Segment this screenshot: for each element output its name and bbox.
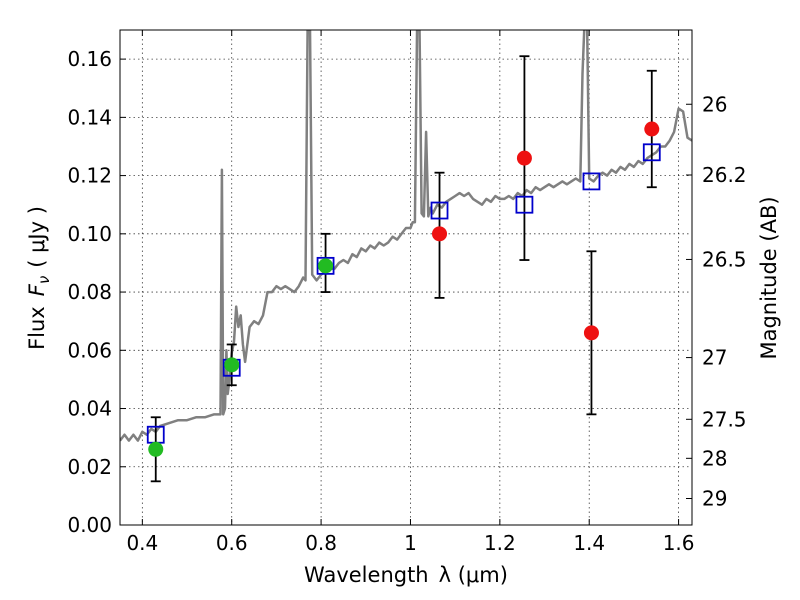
y-tick-label: 0.06 — [67, 338, 112, 362]
y-axis: 0.00 0.02 0.04 0.06 0.08 0.10 0.12 0.14 0.16 — [67, 47, 126, 537]
plot-frame — [119, 29, 693, 526]
x-tick-label: 0.6 — [216, 531, 248, 555]
x-tick-label: 1.6 — [663, 531, 695, 555]
x-axis: 0.4 0.6 0.8 1 1.2 1.4 1.6 — [126, 30, 695, 555]
y2-tick-label: 26 — [702, 92, 727, 116]
grid-lines — [120, 30, 692, 526]
y-tick-label: 0.16 — [67, 47, 112, 71]
model-square — [430, 201, 449, 220]
model-squares — [146, 143, 661, 444]
y-tick-label: 0.04 — [67, 397, 112, 421]
y2-tick-label: 27 — [702, 346, 727, 370]
x-tick-label: 0.4 — [126, 531, 158, 555]
red-point — [644, 121, 660, 137]
sed-curve — [120, 30, 692, 442]
y2-tick-label: 26.2 — [702, 163, 747, 187]
green-point — [224, 357, 240, 373]
y-tick-label: 0.02 — [67, 455, 112, 479]
green-point — [148, 441, 164, 457]
y-tick-label: 0.08 — [67, 280, 112, 304]
x-tick-label: 1.2 — [484, 531, 516, 555]
green-point — [318, 258, 334, 274]
red-point — [432, 226, 448, 242]
y-tick-label: 0.14 — [67, 105, 112, 129]
y-tick-label: 0.10 — [67, 222, 112, 246]
y2-tick-label: 29 — [702, 487, 727, 511]
model-square — [316, 256, 335, 275]
y2-tick-label: 28 — [702, 446, 727, 470]
y2-axis: 26 26.2 26.5 27 27.5 28 29 — [686, 92, 747, 511]
y-axis-label: FluxFν( μJy ) — [25, 206, 53, 350]
detection-points — [148, 121, 660, 457]
x-tick-label: 1 — [404, 531, 417, 555]
y2-tick-label: 26.5 — [702, 247, 747, 271]
model-square — [582, 172, 601, 191]
x-tick-label: 0.8 — [305, 531, 337, 555]
model-square — [642, 143, 661, 162]
y2-axis-label: Magnitude (AB) — [757, 196, 781, 359]
y2-tick-label: 27.5 — [702, 407, 747, 431]
red-point — [583, 325, 599, 341]
x-axis-label: Wavelength λ (μm) — [304, 563, 508, 587]
red-point — [516, 150, 532, 166]
y-tick-label: 0.12 — [67, 164, 112, 188]
x-tick-label: 1.4 — [573, 531, 605, 555]
sed-curve-layer — [120, 30, 692, 442]
model-square — [515, 195, 534, 214]
y-tick-label: 0.00 — [67, 513, 112, 537]
